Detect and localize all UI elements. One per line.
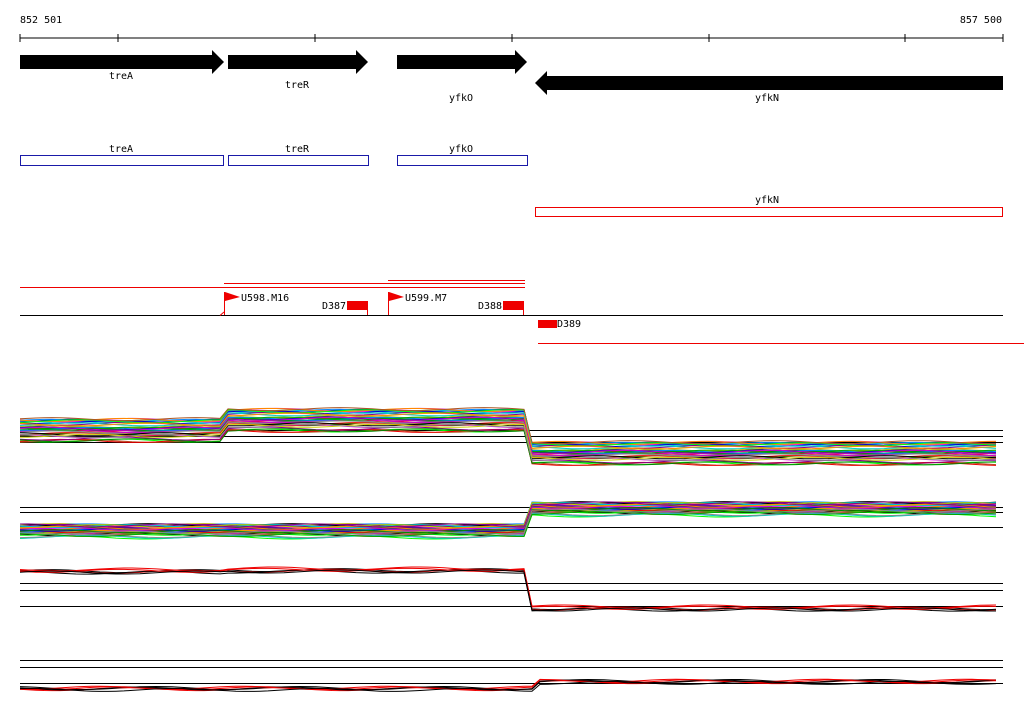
- operon-label: treA: [109, 144, 133, 155]
- profile-line: [19, 428, 997, 466]
- gene-arrow: [535, 71, 1003, 95]
- profile-line: [19, 567, 997, 610]
- expression-profiles: [19, 407, 1003, 692]
- profile-line: [19, 423, 997, 461]
- ruler: [19, 34, 1004, 42]
- ruler-end: 857 500: [960, 15, 1002, 26]
- operon-box: [228, 155, 369, 166]
- gene-label: treA: [109, 71, 133, 82]
- operon-label: treR: [285, 144, 310, 155]
- profile-line: [19, 507, 997, 534]
- terminator: [538, 320, 557, 328]
- gene-label: treR: [285, 80, 310, 91]
- profile-line: [19, 412, 997, 450]
- promoter-label: U599.M7: [405, 293, 447, 304]
- gene-arrow: [397, 50, 527, 74]
- profile-line: [19, 568, 997, 611]
- profile-line: [19, 680, 997, 692]
- profile-line: [19, 409, 997, 447]
- operon-box: [397, 155, 528, 166]
- promoter: [388, 292, 404, 315]
- profile-line: [19, 416, 997, 454]
- operon-box: [20, 155, 224, 166]
- operon-label: yfkO: [449, 144, 473, 155]
- profile-line: [19, 416, 997, 454]
- promoter-label: U598.M16: [241, 293, 289, 304]
- promoter: [219, 292, 240, 316]
- gene-label: yfkN: [755, 93, 779, 104]
- gene-arrow: [20, 50, 224, 74]
- profile-line: [19, 407, 996, 445]
- terminator-label: D389: [557, 319, 581, 330]
- operon-box: [535, 207, 1003, 217]
- ruler-start: 852 501: [20, 15, 62, 26]
- gene-arrow: [228, 50, 368, 74]
- profile-line: [19, 501, 997, 528]
- operon-label: yfkN: [755, 195, 779, 206]
- gene-label: yfkO: [449, 93, 473, 104]
- profile-line: [19, 423, 997, 461]
- profile-line: [19, 568, 996, 611]
- transcription-units: [20, 280, 1024, 344]
- profile-line: [19, 508, 996, 535]
- terminator: [503, 301, 523, 310]
- terminator: [347, 301, 367, 310]
- profile-line: [19, 420, 997, 458]
- terminator-label: D388: [478, 301, 502, 312]
- profile-line: [19, 512, 997, 539]
- profile-line: [19, 569, 996, 612]
- profile-line: [19, 678, 997, 690]
- terminator-label: D387: [322, 301, 346, 312]
